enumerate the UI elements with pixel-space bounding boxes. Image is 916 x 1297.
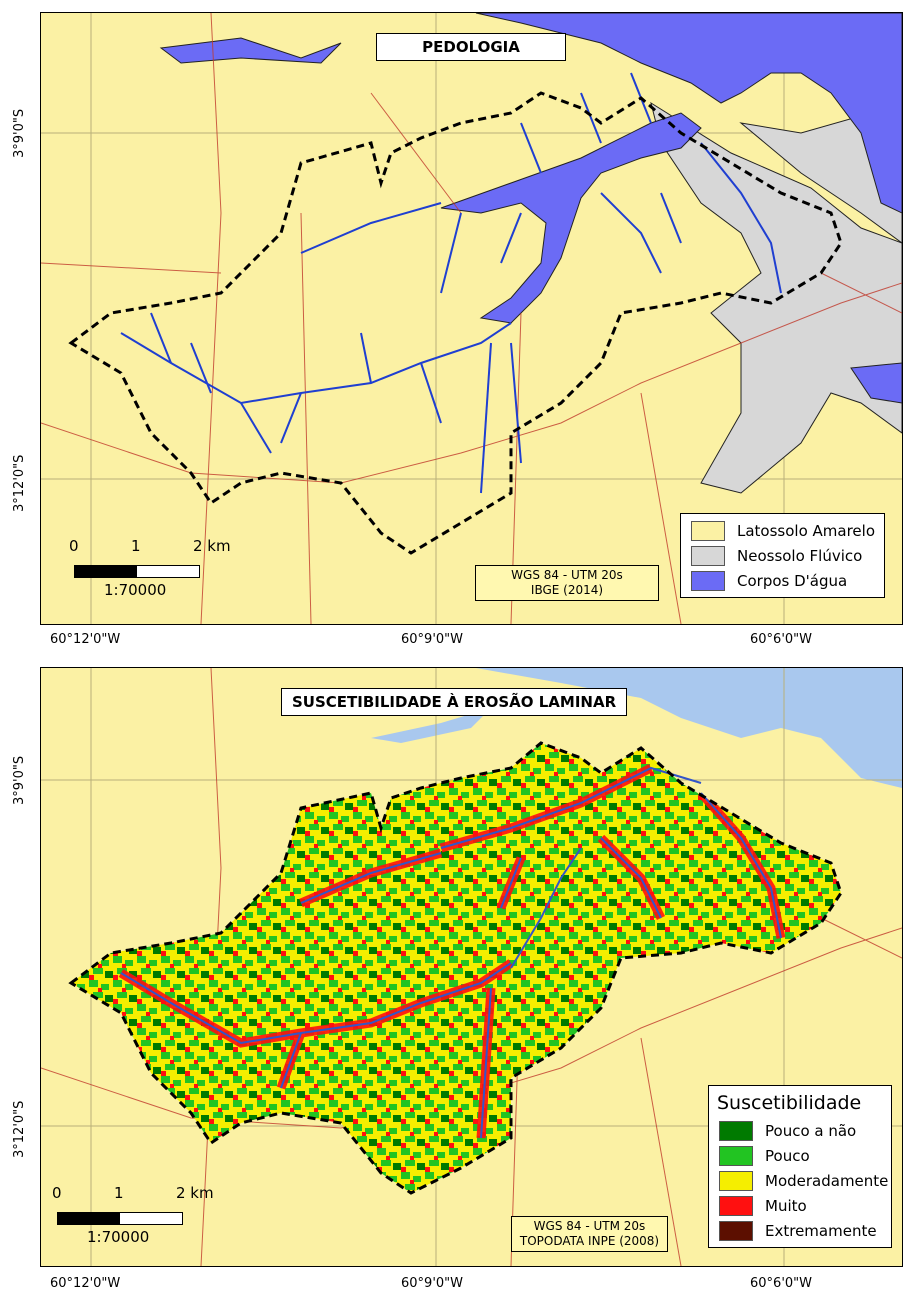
credit-box: WGS 84 - UTM 20s TOPODATA INPE (2008) [511, 1216, 668, 1252]
scale-label-0: 0 [52, 1184, 62, 1202]
credit-source: TOPODATA INPE (2008) [519, 1234, 660, 1248]
pedologia-map-canvas [41, 13, 902, 624]
lat-label: 3°12'0"S [12, 454, 27, 512]
lat-label: 3°9'0"S [12, 108, 27, 158]
scale-label-2: 2 km [193, 537, 231, 555]
scale-bar-graphic [57, 1212, 183, 1225]
map-title: PEDOLOGIA [376, 33, 566, 61]
legend-label: Moderadamente [765, 1171, 889, 1190]
pedologia-map: PEDOLOGIA WGS 84 - UTM 20s IBGE (2014) 0… [40, 12, 903, 625]
legend-label: Muito [765, 1196, 807, 1215]
lat-label: 3°9'0"S [12, 755, 27, 805]
legend-label: Pouco a não [765, 1121, 857, 1140]
legend-swatch [719, 1120, 753, 1141]
lon-label: 60°6'0"W [750, 632, 812, 647]
legend: Suscetibilidade Pouco a não Pouco Modera… [708, 1085, 892, 1248]
legend-label: Pouco [765, 1146, 810, 1165]
basin-boundary [68, 91, 843, 555]
legend-item: Neossolo Flúvico [681, 543, 884, 568]
legend-item: Moderadamente [709, 1168, 891, 1193]
credit-projection: WGS 84 - UTM 20s [511, 568, 623, 582]
lat-label: 3°12'0"S [12, 1100, 27, 1158]
scale-label-0: 0 [69, 537, 79, 555]
legend-swatch [719, 1170, 753, 1191]
map-title: SUSCETIBILIDADE À EROSÃO LAMINAR [281, 688, 628, 716]
legend-label: Corpos D'água [737, 571, 848, 590]
scale-bar: 0 1 2 km 1:70000 [66, 537, 246, 607]
legend-item: Pouco [709, 1143, 891, 1168]
legend-label: Latossolo Amarelo [737, 521, 876, 540]
legend-swatch [691, 570, 725, 591]
legend-swatch [719, 1195, 753, 1216]
legend: Latossolo Amarelo Neossolo Flúvico Corpo… [680, 513, 885, 598]
rivers [120, 72, 782, 494]
lon-label: 60°9'0"W [401, 1276, 463, 1291]
erosion-susceptibility-map: SUSCETIBILIDADE À EROSÃO LAMINAR WGS 84 … [40, 667, 903, 1267]
scale-bar: 0 1 2 km 1:70000 [49, 1184, 229, 1254]
lon-label: 60°12'0"W [50, 632, 121, 647]
legend-label: Extremamente [765, 1221, 877, 1240]
lon-label: 60°6'0"W [750, 1276, 812, 1291]
scale-ratio: 1:70000 [87, 1228, 150, 1246]
legend-swatch [691, 520, 725, 541]
legend-title: Suscetibilidade [717, 1092, 862, 1114]
scale-label-2: 2 km [176, 1184, 214, 1202]
lon-label: 60°9'0"W [401, 632, 463, 647]
legend-item: Pouco a não [709, 1118, 891, 1143]
legend-item: Muito [709, 1193, 891, 1218]
erosion-map-canvas [41, 668, 902, 1266]
credit-box: WGS 84 - UTM 20s IBGE (2014) [475, 565, 659, 601]
credit-source: IBGE (2014) [530, 583, 604, 597]
river-main-water [475, 13, 902, 214]
legend-item: Extremamente [709, 1218, 891, 1243]
scale-bar-graphic [74, 565, 200, 578]
water-channel [440, 112, 702, 324]
legend-swatch [719, 1145, 753, 1166]
water-body [476, 668, 902, 788]
scale-label-1: 1 [114, 1184, 124, 1202]
legend-label: Neossolo Flúvico [737, 546, 863, 565]
legend-swatch [719, 1220, 753, 1241]
lon-label: 60°12'0"W [50, 1276, 121, 1291]
legend-item: Latossolo Amarelo [681, 518, 884, 543]
credit-projection: WGS 84 - UTM 20s [533, 1219, 646, 1233]
legend-item: Corpos D'água [681, 568, 884, 593]
legend-swatch [691, 545, 725, 566]
scale-label-1: 1 [131, 537, 141, 555]
scale-ratio: 1:70000 [104, 581, 167, 599]
